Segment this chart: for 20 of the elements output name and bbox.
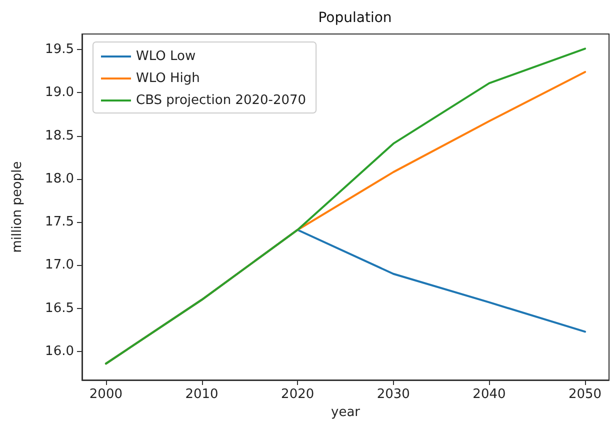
y-tick-label: 18.0 <box>45 171 74 186</box>
x-tick-label: 2000 <box>89 387 122 402</box>
x-tick-label: 2040 <box>472 387 506 402</box>
x-tick-label: 2030 <box>376 387 410 402</box>
x-tick-label: 2020 <box>281 387 314 402</box>
y-tick-label: 16.0 <box>45 344 74 360</box>
y-tick-label: 18.5 <box>45 128 74 144</box>
x-tick-label: 2050 <box>568 387 602 402</box>
legend-label: WLO High <box>136 71 200 86</box>
x-tick-label: 2010 <box>185 387 218 402</box>
y-tick-label: 16.5 <box>45 300 74 316</box>
y-tick-label: 17.0 <box>45 258 74 273</box>
chart-title: Population <box>318 10 392 26</box>
x-axis-title: year <box>330 405 361 420</box>
legend-label: WLO Low <box>136 49 196 64</box>
y-axis-title: million people <box>10 161 25 253</box>
y-tick-label: 19.0 <box>45 85 74 100</box>
y-tick-label: 19.5 <box>45 42 74 58</box>
legend-label: CBS projection 2020-2070 <box>136 93 306 108</box>
y-tick-label: 17.5 <box>45 214 74 230</box>
